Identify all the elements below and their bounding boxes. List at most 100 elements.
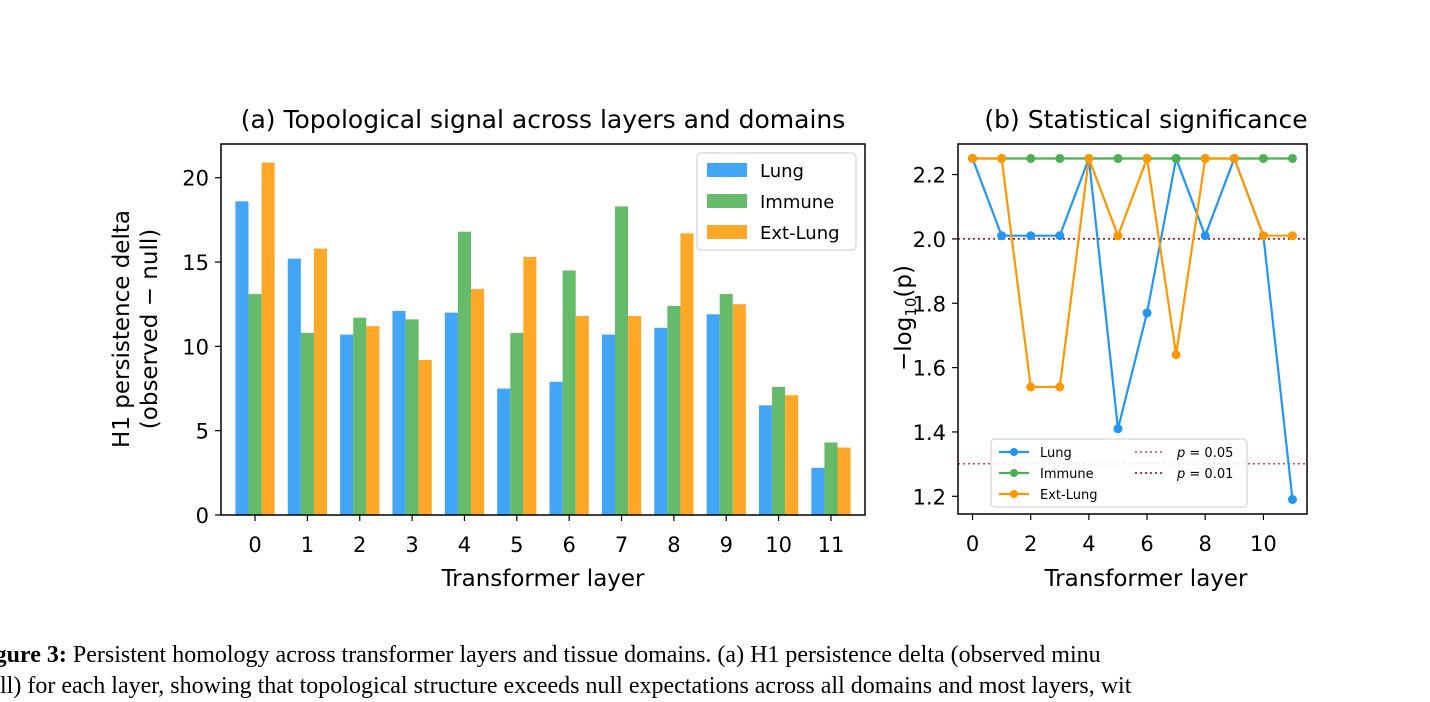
x-tick-label: 10 xyxy=(1250,532,1277,556)
bar-lung-layer-8 xyxy=(654,327,668,515)
legend-label-immune: Immune xyxy=(1040,467,1094,482)
point-ext-lung-layer-9 xyxy=(1229,153,1239,163)
legend-marker-ext-lung xyxy=(1010,490,1018,498)
y-tick-label: 1.2 xyxy=(913,485,946,509)
x-tick-label: 11 xyxy=(818,533,845,557)
x-tick-label: 0 xyxy=(966,532,979,556)
point-immune-layer-3 xyxy=(1055,153,1065,163)
legend-swatch-immune xyxy=(707,194,747,208)
bar-immune-layer-11 xyxy=(824,442,838,515)
bar-immune-layer-9 xyxy=(719,294,733,515)
panel-a-legend: Lung Immune Ext-Lung xyxy=(696,152,857,251)
point-ext-lung-layer-5 xyxy=(1113,231,1123,241)
bar-lung-layer-7 xyxy=(601,334,615,515)
panel-a-ylabel-line2: (observed − null) xyxy=(137,229,163,429)
point-lung-layer-2 xyxy=(1026,231,1036,241)
y-tick-label: 2.2 xyxy=(913,164,946,188)
panel-b-series xyxy=(968,153,1297,505)
bar-lung-layer-1 xyxy=(287,258,301,515)
x-tick-label: 10 xyxy=(765,533,792,557)
point-immune-layer-11 xyxy=(1287,153,1297,163)
figure-caption: igure 3: Persistent homology across tran… xyxy=(0,640,1430,702)
point-immune-layer-5 xyxy=(1113,153,1123,163)
point-ext-lung-layer-0 xyxy=(968,153,978,163)
line-ext-lung xyxy=(972,154,1293,389)
panel-a-bars xyxy=(235,162,851,516)
x-tick-label: 6 xyxy=(562,533,575,557)
bar-ext-lung-layer-4 xyxy=(471,289,485,515)
legend-label-ext-lung: Ext-Lung xyxy=(1040,488,1097,503)
bar-lung-layer-0 xyxy=(235,201,249,515)
legend-ref-label: p = 0.05 xyxy=(1176,446,1233,461)
legend-label-ext-lung: Ext-Lung xyxy=(760,223,840,244)
bar-ext-lung-layer-6 xyxy=(575,316,589,515)
bar-immune-layer-8 xyxy=(667,305,681,515)
panel-b-xlabel: Transformer layer xyxy=(1043,566,1248,592)
panel-a-ylabel-line1: H1 persistence delta xyxy=(109,210,135,448)
x-tick-label: 8 xyxy=(1199,532,1212,556)
point-ext-lung-layer-11 xyxy=(1287,231,1297,241)
bar-ext-lung-layer-3 xyxy=(418,359,432,515)
figure-3: (a) Topological signal across layers and… xyxy=(109,105,1308,592)
point-ext-lung-layer-2 xyxy=(1026,382,1036,392)
point-ext-lung-layer-1 xyxy=(997,153,1007,163)
legend-marker-immune xyxy=(1010,469,1018,477)
x-tick-label: 9 xyxy=(720,533,733,557)
bar-ext-lung-layer-9 xyxy=(732,304,746,515)
legend-label-lung: Lung xyxy=(1040,446,1072,461)
caption-line-1: igure 3: Persistent homology across tran… xyxy=(0,640,1430,671)
x-tick-label: 7 xyxy=(615,533,628,557)
y-tick-label: 1.8 xyxy=(913,292,946,316)
bar-lung-layer-9 xyxy=(706,314,720,515)
bar-immune-layer-5 xyxy=(510,332,524,515)
y-tick-label: 2.0 xyxy=(913,228,946,252)
y-tick-label: 10 xyxy=(182,335,209,359)
bar-ext-lung-layer-1 xyxy=(313,248,328,515)
y-tick-label: 20 xyxy=(182,167,209,191)
bar-immune-layer-4 xyxy=(457,231,472,515)
point-lung-layer-8 xyxy=(1200,231,1210,241)
caption-line-2: ull) for each layer, showing that topolo… xyxy=(0,673,1132,699)
bar-lung-layer-4 xyxy=(444,312,458,515)
bar-immune-layer-3 xyxy=(405,319,419,515)
point-ext-lung-layer-6 xyxy=(1142,153,1152,163)
point-lung-layer-1 xyxy=(997,231,1007,241)
point-ext-lung-layer-3 xyxy=(1055,382,1065,392)
legend-swatch-lung xyxy=(707,163,747,177)
bar-ext-lung-layer-8 xyxy=(680,233,694,516)
panel-a-frame xyxy=(220,143,866,516)
bar-lung-layer-6 xyxy=(549,381,563,515)
bar-ext-lung-layer-11 xyxy=(837,447,851,515)
point-lung-layer-3 xyxy=(1055,231,1065,241)
point-immune-layer-7 xyxy=(1171,153,1181,163)
legend-label-lung: Lung xyxy=(760,161,804,182)
bar-ext-lung-layer-0 xyxy=(261,162,275,516)
panel-a-bar-chart: (a) Topological signal across layers and… xyxy=(109,105,866,592)
panel-a-xlabel: Transformer layer xyxy=(440,566,645,592)
y-tick-label: 5 xyxy=(196,420,209,444)
bar-lung-layer-11 xyxy=(811,467,825,515)
x-tick-label: 5 xyxy=(510,533,523,557)
x-tick-label: 2 xyxy=(1024,532,1037,556)
bar-ext-lung-layer-5 xyxy=(523,256,537,515)
bar-lung-layer-10 xyxy=(758,405,773,515)
x-tick-label: 3 xyxy=(405,533,418,557)
y-tick-label: 15 xyxy=(182,251,209,275)
legend-swatch-ext-lung xyxy=(707,225,747,239)
point-lung-layer-11 xyxy=(1287,495,1297,505)
caption-label: igure 3: xyxy=(0,642,67,668)
legend-label-immune: Immune xyxy=(760,192,834,213)
panel-a-title: (a) Topological signal across layers and… xyxy=(241,105,846,134)
panel-b-frame xyxy=(957,143,1308,515)
bar-immune-layer-1 xyxy=(300,332,314,515)
x-tick-label: 6 xyxy=(1140,532,1153,556)
x-tick-label: 2 xyxy=(353,533,366,557)
bar-ext-lung-layer-2 xyxy=(366,326,380,515)
x-tick-label: 1 xyxy=(301,533,314,557)
x-tick-label: 8 xyxy=(667,533,680,557)
x-tick-label: 0 xyxy=(248,533,261,557)
bar-ext-lung-layer-7 xyxy=(628,316,642,515)
point-immune-layer-2 xyxy=(1026,153,1036,163)
x-tick-label: 4 xyxy=(1082,532,1095,556)
bar-ext-lung-layer-10 xyxy=(785,395,799,515)
